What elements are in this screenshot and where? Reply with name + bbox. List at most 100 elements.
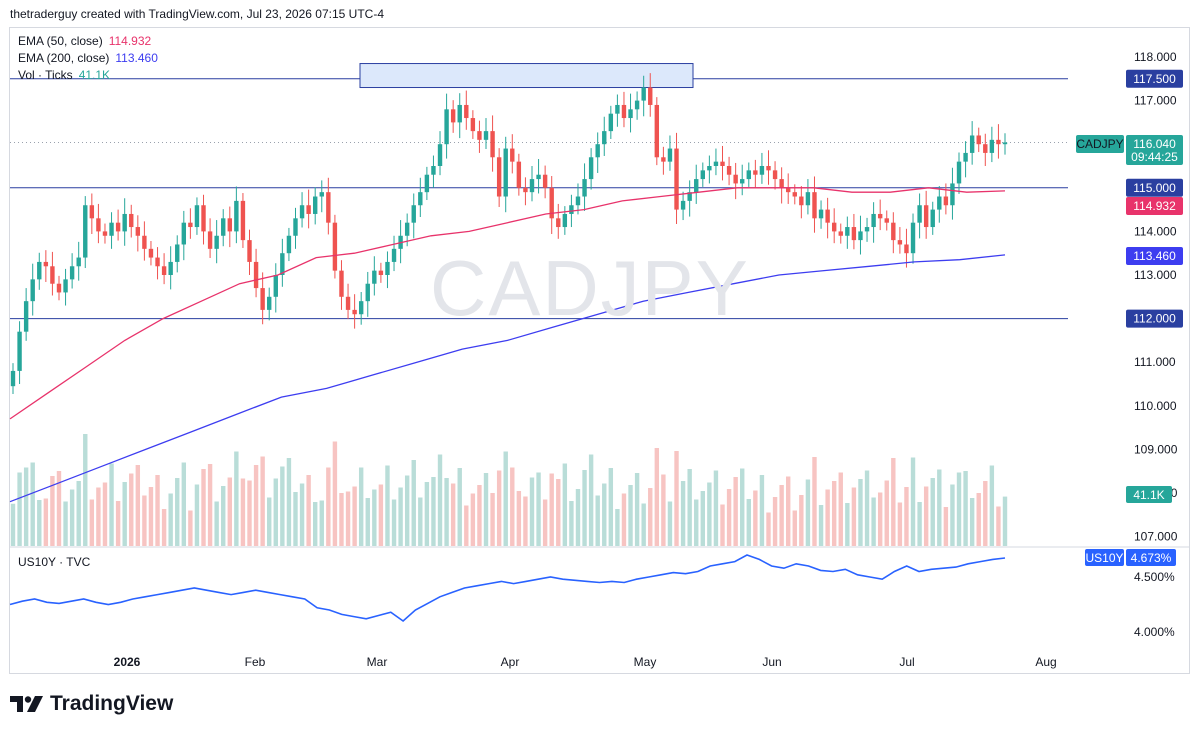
candle-body [365,283,370,302]
volume-bar [516,491,522,546]
candle-body [910,222,916,254]
candle-body [799,196,804,206]
us10y-label: US10Y · TVC [18,555,91,569]
candle-body [221,218,226,236]
level-112-tag-bg [1126,309,1183,328]
volume-bar [871,497,876,546]
candle-body [680,200,686,210]
volume-bar [319,500,324,546]
time-axis-tick: Jul [899,655,914,669]
tradingview-logo-icon [10,696,43,712]
volume-bar [483,473,489,546]
volume-bar [648,488,653,546]
candle-body [464,104,469,119]
candle-body [503,148,508,197]
candle-body [831,222,837,232]
candle-body [838,231,843,236]
ema200-value: 113.460 [115,51,158,65]
volume-bar [240,478,246,546]
volume-bar [148,487,154,546]
volume-bar [457,468,462,546]
price-axis-tick: 111.000 [1134,355,1176,369]
candle-body [286,235,292,254]
volume-bar [792,510,797,546]
volume-bar [582,470,587,546]
volume-bar [345,491,351,546]
candle-body [654,104,660,158]
volume-bar [142,495,147,546]
volume-bar [595,495,600,546]
level-115-tag-bg [1126,178,1183,197]
us10y-name-tag-bg [1085,549,1124,566]
candle-body [411,205,416,223]
candle-body [181,222,187,245]
volume-bar [23,467,29,546]
volume-bar [910,457,916,546]
candle-body [457,104,462,123]
vol-label: Vol · Ticks [18,68,73,82]
volume-bar [569,501,574,546]
time-axis-tick: Feb [245,655,266,669]
volume-bar [227,477,232,546]
legend-ema200[interactable]: EMA (200, close) 113.460 [18,51,158,66]
volume-bar [352,486,357,546]
candle-body [904,244,909,254]
volume-bar [135,465,141,546]
ema50-label: EMA (50, close) [18,34,103,48]
us10y-name-tag: US10Y [1085,551,1123,565]
candle-body [214,235,219,249]
us10y-axis-tick: 4.000% [1134,625,1175,639]
candle-body [56,283,62,293]
candle-body [562,213,568,228]
volume-bar [43,498,49,546]
candle-body [253,261,259,289]
candle-body [871,213,876,228]
volume-tag-bg [1126,486,1172,503]
candle-body [437,144,443,166]
volume-bar [536,472,541,546]
volume-bar [50,476,55,546]
candle-body [996,139,1001,145]
candle-body [96,218,101,232]
tradingview-logo[interactable]: TradingView [10,692,173,716]
symbol-name-tag: CADJPY [1076,137,1123,151]
symbol-price-tag: 116.040 [1133,137,1176,151]
candle-body [556,218,561,228]
volume-bar [904,487,909,546]
candle-body [956,161,962,184]
candle-body [280,253,285,275]
candle-body [10,370,16,387]
time-axis-tick: 2026 [114,655,141,669]
candle-body [917,205,922,223]
candle-body [864,227,870,232]
candle-body [431,166,436,175]
volume-bar [253,465,259,546]
candle-body [897,240,903,245]
candle-body [444,109,449,145]
volume-bar [418,497,423,546]
candle-body [845,227,850,236]
legend-us10y[interactable]: US10Y · TVC [18,555,90,570]
volume-bar [10,503,16,546]
candle-body [746,170,751,180]
volume-bar [365,498,370,546]
legend-ema50[interactable]: EMA (50, close) 114.932 [18,34,151,49]
volume-bar [56,471,62,546]
volume-bar [450,483,456,546]
candle-body [582,179,587,197]
volume-bar [549,473,554,546]
candle-body [102,231,108,236]
volume-bar [267,497,272,546]
legend-vol[interactable]: Vol · Ticks 41.1K [18,68,110,83]
candle-body [424,174,430,193]
volume-bar [30,462,35,546]
volume-bar [818,505,824,546]
candle-body [786,187,791,193]
volume-bar [720,504,725,546]
volume-bar [280,466,285,546]
volume-bar [759,475,765,546]
volume-bar [234,451,239,546]
candle-body [740,179,745,184]
candle-body [510,148,515,162]
